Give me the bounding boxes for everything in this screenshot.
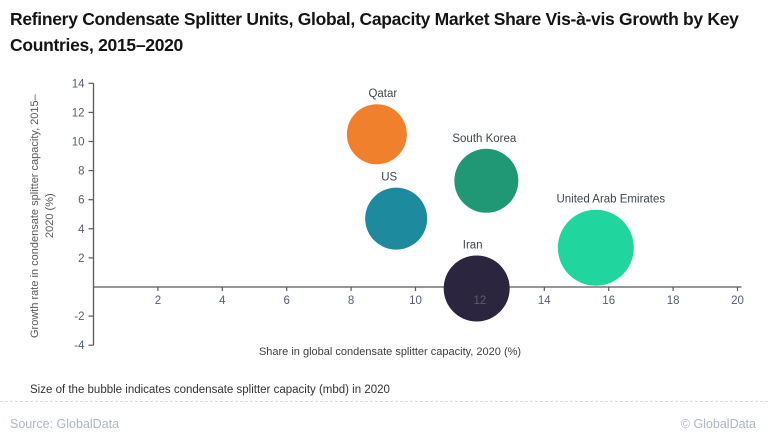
- y-tick-label: 14: [72, 78, 85, 90]
- x-axis-label: Share in global condensate splitter capa…: [258, 346, 522, 358]
- bubble-label-iran: Iran: [463, 239, 483, 251]
- y-axis-label: Growth rate in condensate splitter capac…: [29, 94, 56, 338]
- x-tick-label: 14: [538, 295, 551, 307]
- bubble-united-arab-emirates: [557, 209, 634, 286]
- footer-copyright: © GlobalData: [680, 417, 756, 431]
- bubble-label-united-arab-emirates: United Arab Emirates: [556, 194, 665, 206]
- footer-source: Source: GlobalData: [10, 417, 120, 431]
- x-tick-label: 6: [283, 295, 289, 307]
- bubble-iran: [443, 255, 510, 322]
- chart-note: Size of the bubble indicates condensate …: [30, 384, 390, 396]
- x-tick-label: 12: [474, 295, 487, 307]
- y-tick-label: 6: [78, 195, 84, 207]
- page-title: Refinery Condensate Splitter Units, Glob…: [10, 9, 739, 55]
- bubble-us: [365, 187, 428, 250]
- y-tick-label: -4: [74, 340, 85, 352]
- y-tick-label: 4: [78, 224, 85, 236]
- bubble-south-korea: [454, 148, 519, 213]
- bubble-label-us: US: [381, 172, 397, 184]
- y-tick-label: 10: [72, 137, 85, 149]
- x-tick-label: 20: [731, 295, 744, 307]
- x-tick-label: 8: [348, 295, 354, 307]
- y-tick-label: -2: [74, 311, 84, 323]
- y-tick-label: 8: [78, 166, 84, 178]
- y-tick-label: 2: [78, 253, 84, 265]
- footer-divider: [0, 401, 768, 402]
- x-tick-label: 18: [667, 295, 680, 307]
- x-tick-label: 4: [219, 295, 226, 307]
- x-tick-label: 16: [602, 295, 615, 307]
- bubble-label-qatar: Qatar: [368, 88, 397, 100]
- x-tick-label: 10: [409, 295, 422, 307]
- bubble-qatar: [346, 104, 407, 165]
- y-tick-label: 12: [72, 107, 85, 119]
- bubble-label-south-korea: South Korea: [452, 133, 517, 145]
- x-tick-label: 2: [155, 295, 161, 307]
